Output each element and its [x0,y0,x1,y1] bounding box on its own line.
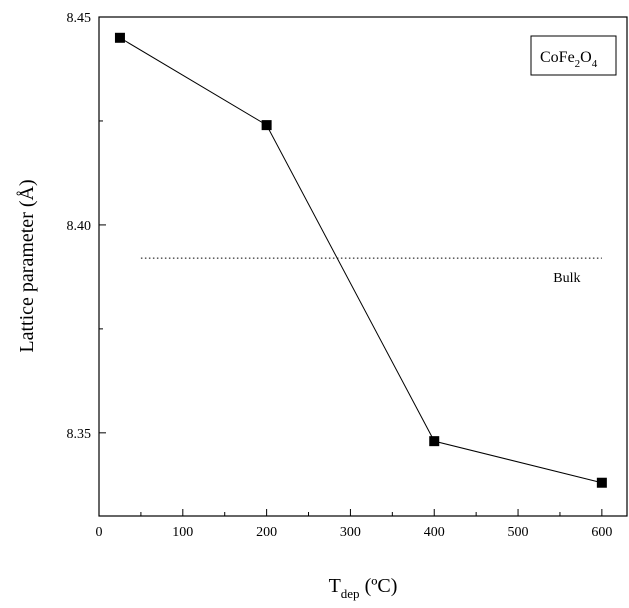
x-tick-label: 300 [340,525,361,540]
x-axis-ticks: 0 100 200 300 400 500 600 [96,509,612,540]
x-axis-title: Tdep (ºC) [329,575,398,601]
series-group [114,32,607,488]
plot-frame [98,16,628,517]
data-point-marker [261,120,272,131]
x-tick-label: 0 [96,525,103,540]
y-tick-label: 8.45 [67,11,92,26]
x-tick-label: 200 [256,525,277,540]
legend-box [530,35,617,76]
y-tick-label: 8.35 [67,427,92,442]
legend: CoFe2O4 [530,35,617,76]
x-tick-label: 600 [591,525,612,540]
data-point-marker [114,32,125,43]
data-point-marker [596,477,607,488]
x-tick-label: 400 [424,525,445,540]
legend-label: CoFe2O4 [540,49,598,70]
series-line [119,37,602,484]
x-tick-label: 500 [508,525,529,540]
y-tick-label: 8.40 [67,219,92,234]
bulk-reference-line-group: Bulk [140,257,602,286]
y-axis-title: Lattice parameter (Å) [16,179,38,352]
x-tick-label: 100 [172,525,193,540]
y-axis-ticks: 8.35 8.40 8.45 [67,11,106,442]
bulk-label: Bulk [553,271,580,286]
data-point-marker [429,436,440,447]
